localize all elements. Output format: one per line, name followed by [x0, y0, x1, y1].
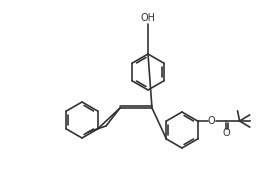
Text: OH: OH [141, 13, 155, 23]
Text: O: O [223, 128, 230, 138]
Text: O: O [208, 116, 215, 126]
